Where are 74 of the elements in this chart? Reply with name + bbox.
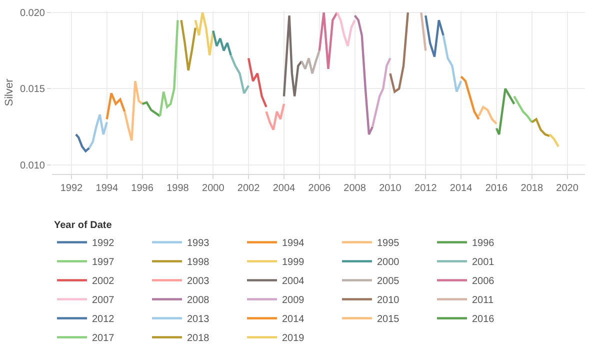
line-series <box>282 14 303 98</box>
legend-label: 2001 <box>472 257 495 268</box>
line-series <box>318 11 338 70</box>
x-tick-label: 2006 <box>308 183 331 194</box>
line-series <box>442 34 462 93</box>
x-tick-label: 1992 <box>60 183 84 194</box>
legend-label: 1993 <box>187 238 210 250</box>
legend-title: Year of Date <box>54 220 112 231</box>
x-tick-label: 1996 <box>131 183 154 194</box>
legend-label: 2011 <box>472 295 494 306</box>
y-tick-label: 0.010 <box>20 160 46 172</box>
y-tick-label: 0.015 <box>20 84 46 96</box>
line-series <box>354 14 374 136</box>
legend-label: 2012 <box>92 314 115 326</box>
legend-label: 1992 <box>92 238 115 250</box>
line-series <box>495 88 516 136</box>
legend-label: 2005 <box>377 276 400 288</box>
x-tick-label: 2012 <box>414 183 438 194</box>
x-tick-label: 2004 <box>272 183 296 194</box>
line-series <box>300 50 320 75</box>
x-tick-label: 2008 <box>344 183 366 194</box>
line-series <box>371 57 392 128</box>
x-tick-label: 2000 <box>202 183 225 194</box>
line-series <box>513 95 533 124</box>
x-tick-label: 2020 <box>556 183 579 194</box>
line-series <box>74 133 90 152</box>
x-tick-label: 2014 <box>450 183 473 194</box>
y-tick-label: 0.020 <box>20 8 46 20</box>
line-series <box>230 54 250 94</box>
legend-label: 2019 <box>282 333 305 344</box>
line-series <box>158 19 179 118</box>
legend-label: 2003 <box>187 276 210 288</box>
legend-label: 1998 <box>187 257 210 268</box>
legend-label: 2016 <box>472 314 495 326</box>
legend-label: 1997 <box>92 257 115 268</box>
line-series <box>478 106 498 125</box>
line-series <box>88 113 108 150</box>
legend-label: 1996 <box>472 238 495 250</box>
line-series <box>530 118 551 138</box>
line-series <box>124 80 144 142</box>
legend-label: 1994 <box>282 238 305 250</box>
line-series <box>141 101 162 118</box>
line-series <box>424 14 444 58</box>
line-series <box>336 11 356 48</box>
line-series <box>265 102 286 131</box>
x-tick-label: 2010 <box>379 183 402 194</box>
legend-label: 2008 <box>187 295 210 306</box>
legend-label: 2010 <box>377 295 400 306</box>
x-tick-label: 2016 <box>485 183 508 194</box>
legend-label: 2017 <box>92 333 115 344</box>
legend-label: 2018 <box>187 333 210 344</box>
legend-label: 2002 <box>92 276 115 288</box>
line-series <box>180 19 197 72</box>
x-tick-label: 1994 <box>96 183 118 194</box>
legend-label: 2006 <box>472 276 495 288</box>
legend-label: 2004 <box>282 276 305 288</box>
legend-label: 2015 <box>377 314 400 326</box>
legend-label: 1999 <box>282 257 305 268</box>
x-tick-label: 1998 <box>166 183 190 194</box>
legend-label: 2009 <box>282 295 305 306</box>
line-series <box>194 11 214 56</box>
legend-label: 2000 <box>377 257 400 268</box>
line-series <box>247 57 268 108</box>
y-axis-title: Silver <box>4 78 16 106</box>
x-tick-label: 2002 <box>237 183 260 194</box>
x-tick-label: 2018 <box>520 183 544 194</box>
line-series <box>212 30 232 56</box>
line-series <box>389 11 410 93</box>
line-series <box>106 92 126 120</box>
legend-label: 2014 <box>282 314 305 326</box>
line-series <box>460 75 480 120</box>
legend-label: 1995 <box>377 238 400 250</box>
legend-label: 2007 <box>92 295 115 306</box>
legend-label: 2013 <box>187 314 210 326</box>
